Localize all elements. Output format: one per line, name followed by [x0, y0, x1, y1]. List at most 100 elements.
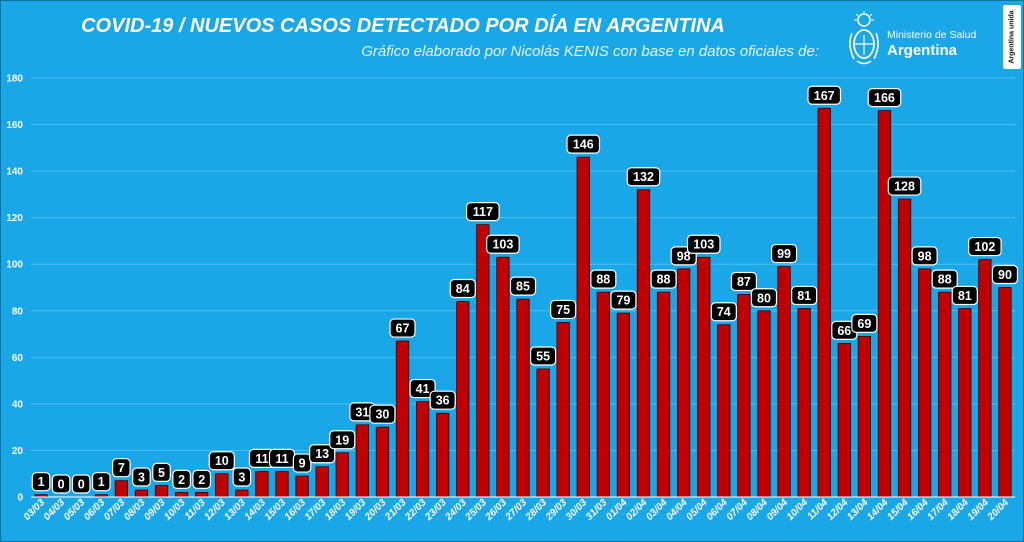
data-label-text: 79	[616, 294, 630, 308]
data-label-box	[770, 243, 798, 264]
y-tick-label: 100	[6, 260, 23, 271]
data-label-text: 84	[456, 282, 470, 296]
y-tick-label: 120	[6, 213, 23, 224]
argentina-coat-of-arms-icon	[849, 11, 879, 65]
data-label-box	[389, 318, 416, 338]
x-tick-label: 05/04	[684, 497, 710, 523]
data-label: 128	[887, 176, 922, 196]
data-label-text: 13	[315, 447, 329, 461]
chart-title-text: COVID-19 / NUEVOS CASOS DETECTADO POR DÍ…	[81, 15, 725, 37]
chart-subtitle: Gráfico elaborado por Nicolás KENIS con …	[361, 43, 819, 60]
data-label-text: 90	[998, 268, 1012, 282]
data-label: 132	[626, 167, 661, 187]
data-label: 75	[550, 299, 577, 320]
data-label-text: 98	[918, 249, 932, 263]
x-tick-label: 11/03	[183, 497, 208, 522]
bars	[34, 107, 1012, 498]
x-tick-label: 18/03	[323, 497, 349, 523]
data-label-text: 11	[275, 452, 288, 466]
data-label-box	[931, 269, 958, 289]
bar	[817, 107, 831, 498]
y-tick-label: 140	[6, 167, 23, 178]
data-label-box	[550, 299, 577, 320]
ministry-logo: Ministerio de Salud Argentina	[847, 11, 987, 69]
data-label-text: 7	[118, 461, 125, 475]
x-tick-label: 20/04	[985, 497, 1011, 523]
x-tick-label: 17/03	[303, 497, 329, 523]
x-tick-label: 31/03	[584, 497, 610, 523]
data-label-box	[329, 430, 356, 450]
x-tick-label: 28/03	[523, 497, 549, 523]
data-label-box	[429, 390, 456, 410]
data-label: 0	[71, 474, 91, 494]
data-label-box	[152, 462, 171, 482]
data-label-box	[132, 467, 151, 487]
x-tick-label: 19/04	[966, 497, 992, 523]
data-label-text: 132	[633, 170, 654, 184]
x-tick-label: 07/04	[725, 497, 751, 523]
data-label: 1	[91, 472, 111, 492]
data-label: 13	[309, 444, 336, 464]
y-tick-label: 0	[17, 493, 23, 504]
data-label: 98	[911, 246, 938, 266]
x-tick-label: 27/03	[503, 497, 529, 523]
data-label-box	[208, 451, 235, 471]
bar	[255, 470, 269, 498]
data-label: 84	[449, 278, 476, 299]
data-label-text: 146	[573, 138, 594, 152]
y-tick-label: 20	[12, 446, 24, 457]
data-label: 103	[486, 234, 520, 254]
data-label: 19	[329, 430, 356, 450]
data-label-box	[750, 288, 778, 308]
bar	[436, 412, 450, 498]
x-tick-label: 25/03	[463, 497, 489, 523]
bar	[536, 368, 550, 498]
data-label-box	[172, 469, 191, 489]
x-tick-label: 03/03	[22, 497, 48, 523]
chart-title: COVID-19 / NUEVOS CASOS DETECTADO POR DÍ…	[1, 15, 1024, 38]
data-label-text: 19	[335, 433, 349, 447]
bar	[697, 256, 711, 498]
bar	[677, 268, 691, 498]
data-label-text: 9	[299, 457, 306, 471]
x-tick-label: 24/03	[443, 497, 469, 523]
data-label-text: 3	[238, 471, 245, 485]
bar	[215, 473, 229, 498]
x-tick-label: 15/03	[263, 497, 289, 523]
x-tick-label: 30/03	[564, 497, 590, 523]
data-label-box	[486, 234, 520, 254]
bar	[897, 198, 912, 498]
x-tick-label: 21/03	[382, 497, 408, 523]
data-label-text: 88	[938, 273, 952, 287]
data-label: 1	[31, 472, 51, 492]
data-label: 117	[465, 202, 500, 222]
data-label: 79	[610, 290, 637, 310]
country-name: Argentina	[887, 42, 958, 59]
data-label-box	[192, 469, 212, 489]
bar	[516, 298, 530, 498]
x-tick-label: 06/04	[704, 497, 730, 523]
data-label: 80	[750, 288, 778, 308]
x-tick-label: 06/03	[82, 497, 108, 523]
data-label-text: 117	[473, 205, 493, 219]
data-label-box	[851, 313, 878, 333]
y-tick-label: 60	[12, 353, 24, 364]
data-label-text: 102	[974, 240, 995, 254]
y-axis-ticks: 0 20 40 60 80 100 120 140 160 180	[6, 74, 23, 504]
data-label-box	[610, 290, 637, 310]
bar	[195, 491, 209, 498]
data-label-box	[509, 276, 537, 296]
bar	[395, 340, 410, 498]
data-label-box	[968, 236, 1002, 257]
data-label-text: 75	[556, 303, 570, 317]
x-tick-label: 22/03	[403, 497, 429, 523]
data-label-text: 10	[215, 454, 229, 468]
x-tick-label: 03/04	[644, 497, 670, 523]
x-tick-label: 29/03	[543, 497, 569, 523]
x-tick-label: 02/04	[624, 497, 650, 523]
data-label-box	[650, 269, 677, 289]
x-tick-label: 08/04	[745, 497, 771, 523]
data-label: 99	[770, 243, 798, 264]
data-label: 30	[369, 404, 396, 424]
